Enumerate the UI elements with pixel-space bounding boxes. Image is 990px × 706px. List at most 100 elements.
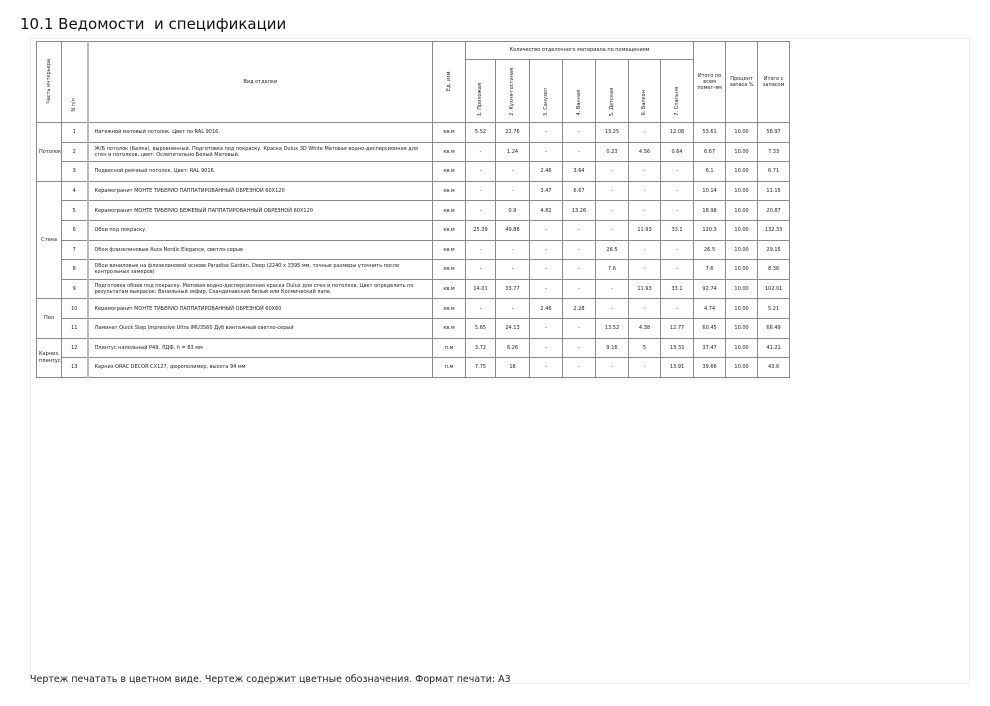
print-note: Чертеж печатать в цветном виде. Чертеж с… — [30, 674, 511, 685]
pct-cell: 10.00 — [725, 122, 759, 143]
unit-cell: кв.м — [432, 298, 466, 319]
total-reserve-cell: 66.49 — [757, 317, 791, 339]
quantity-cell: 0.23 — [595, 141, 629, 163]
quantity-cell: - — [495, 239, 530, 261]
quantity-cell: 7.75 — [465, 357, 496, 378]
total-reserve-cell: 58.97 — [757, 122, 791, 143]
quantity-cell: 2.46 — [529, 298, 563, 319]
quantity-cell: 18 — [495, 357, 530, 378]
quantity-cell: 11.93 — [628, 278, 661, 300]
quantity-cell: 4.82 — [529, 200, 563, 221]
part-cell: Пол — [36, 298, 62, 339]
total-reserve-cell: 29.15 — [757, 239, 791, 261]
header-room-label: 3. Санузел — [542, 87, 549, 116]
table-row: 6 Обои под покраску. кв.м 25.39 49.88- - -11.9… — [37, 219, 791, 241]
finish-name: Керамогранит МОНТЕ ТИБЕРИО БЕЖЕВЫЙ ПАППА… — [87, 200, 433, 221]
total-reserve-cell: 7.33 — [757, 141, 791, 163]
quantity-cell: 13.26 — [562, 200, 596, 221]
total-cell: 6.1 — [693, 161, 727, 182]
finish-name: Ж/Б потолок (Балка), выровненный. Подгот… — [87, 141, 433, 163]
part-cell: Стена — [36, 180, 62, 300]
pct-cell: 10.00 — [725, 337, 759, 359]
total-reserve-cell: 6.71 — [757, 161, 791, 182]
header-room-label: 2. Кухня-гостиная — [509, 67, 516, 116]
quantity-cell: 33.1 — [659, 219, 695, 241]
row-number: 9 — [61, 278, 89, 300]
part-cell: Потолок — [36, 122, 62, 182]
quantity-cell: - — [628, 200, 661, 221]
quantity-cell: - — [562, 122, 596, 143]
header-total-reserve: Итого с запасом — [757, 41, 791, 123]
quantity-cell: 5.52 — [465, 122, 496, 143]
header-name: Вид отделки — [87, 41, 433, 123]
row-number: 4 — [61, 180, 89, 202]
table-row: 7 Обои флизелиновые Aura Nordic Elegance,… — [37, 239, 791, 261]
row-number: 2 — [61, 141, 89, 163]
pct-cell: 10.00 — [725, 180, 759, 202]
header-room-label: 4. Ванная — [575, 90, 582, 116]
total-cell: 18.98 — [693, 200, 727, 221]
quantity-cell: - — [495, 298, 530, 319]
quantity-cell: - — [495, 161, 530, 182]
quantity-cell: 49.88 — [495, 219, 530, 241]
row-number: 13 — [61, 357, 89, 378]
row-number: 6 — [61, 219, 89, 241]
total-cell: 39.66 — [693, 357, 727, 378]
finish-name: Карниз ORAC DECOR CX127, дюрополимер, вы… — [87, 357, 433, 378]
quantity-cell: 13.33 — [659, 337, 695, 359]
table-row: 3 Подвесной реечный потолок. Цвет: RAL 90… — [37, 161, 791, 182]
header-n: N п/п — [61, 41, 89, 123]
quantity-cell: 1.24 — [495, 141, 530, 163]
table-row: 13 Карниз ORAC DECOR CX127, дюрополимер, … — [37, 357, 791, 378]
total-cell: 53.61 — [693, 122, 727, 143]
row-number: 7 — [61, 239, 89, 261]
quantity-cell: 6.67 — [562, 180, 596, 202]
quantity-cell: 22.76 — [495, 122, 530, 143]
total-cell: 92.74 — [693, 278, 727, 300]
quantity-cell: 0.9 — [495, 200, 530, 221]
quantity-cell: - — [465, 141, 496, 163]
total-cell: 37.47 — [693, 337, 727, 359]
quantity-cell: - — [529, 337, 563, 359]
quantity-cell: - — [529, 141, 563, 163]
specification-table: Часть интерьера N п/п Вид отделки Ед. из… — [36, 41, 791, 378]
quantity-cell: - — [562, 337, 596, 359]
quantity-cell: 2.28 — [562, 298, 596, 319]
quantity-cell: - — [465, 161, 496, 182]
total-reserve-cell: 41.21 — [757, 337, 791, 359]
quantity-cell: 33.77 — [495, 278, 530, 300]
unit-cell: кв.м — [432, 141, 466, 163]
pct-cell: 10.00 — [725, 298, 759, 319]
quantity-cell: 3.64 — [562, 161, 596, 182]
pct-cell: 10.00 — [725, 219, 759, 241]
quantity-cell: 13.52 — [595, 317, 629, 339]
quantity-cell: 12.08 — [659, 122, 695, 143]
total-reserve-cell: 132.33 — [757, 219, 791, 241]
header-room: 2. Кухня-гостиная — [495, 59, 530, 123]
quantity-cell: - — [529, 357, 563, 378]
quantity-cell: - — [595, 298, 629, 319]
quantity-cell: - — [628, 357, 661, 378]
finish-name: Натяжной матовый потолок. Цвет по RAL 90… — [87, 122, 433, 143]
quantity-cell: - — [659, 239, 695, 261]
finish-name: Керамогранит МОНТЕ ТИБЕРИО ПАППАТИРОВАНН… — [87, 298, 433, 319]
table-row: Пол 10 Керамогранит МОНТЕ ТИБЕРИО ПАППАТИР… — [36, 298, 791, 339]
quantity-cell: - — [529, 122, 563, 143]
quantity-cell: - — [562, 141, 596, 163]
quantity-cell: - — [628, 180, 661, 202]
header-room-label: 6. Балкон — [641, 90, 648, 116]
row-number: 12 — [61, 337, 89, 359]
quantity-cell: 14.01 — [465, 278, 496, 300]
total-reserve-cell: 11.15 — [757, 180, 791, 202]
table-row: 8 Обои виниловые на флизелиновой основе P… — [37, 259, 791, 280]
quantity-cell: - — [529, 219, 563, 241]
unit-cell: п.м — [432, 357, 466, 378]
unit-cell: кв.м — [432, 122, 466, 143]
quantity-cell: 3.47 — [529, 180, 563, 202]
quantity-cell: - — [628, 161, 661, 182]
total-cell: 7.6 — [693, 259, 727, 280]
quantity-cell: 25.39 — [465, 219, 496, 241]
quantity-cell: - — [529, 239, 563, 261]
pct-cell: 10.00 — [725, 278, 759, 300]
quantity-cell: - — [628, 259, 661, 280]
